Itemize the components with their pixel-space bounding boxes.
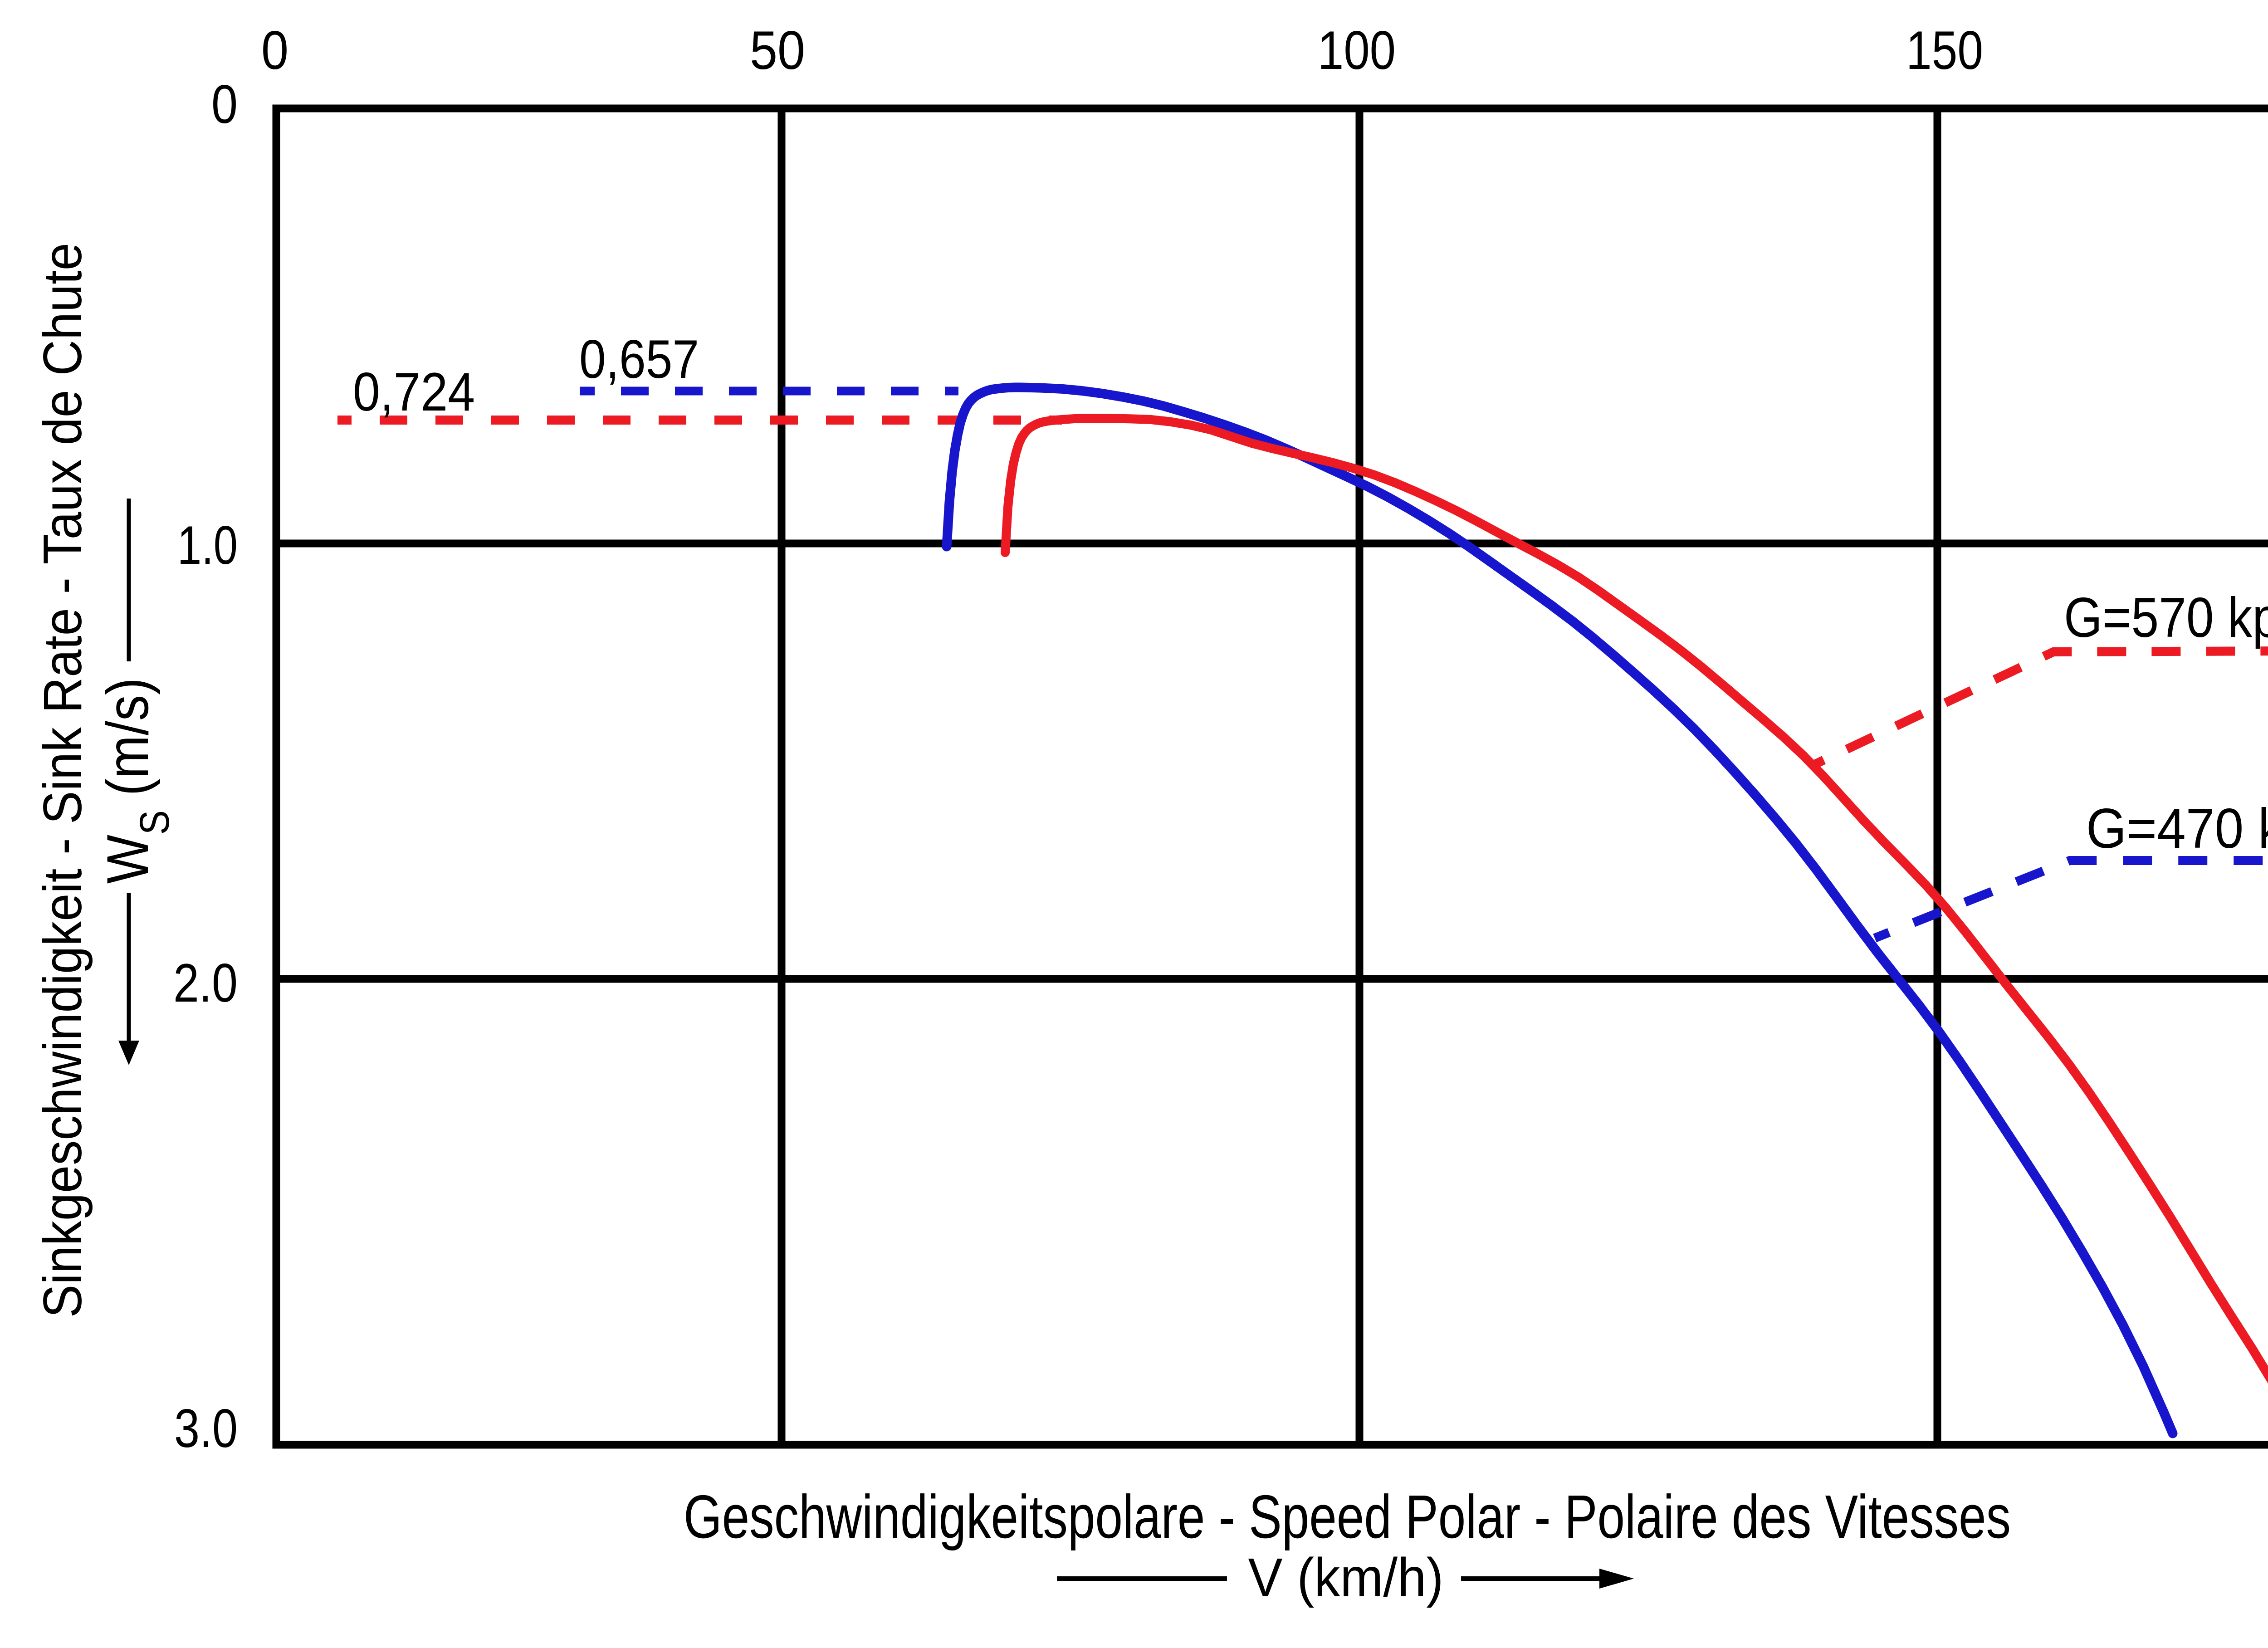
svg-text:Sinkgeschwindigkeit - Sink Rat: Sinkgeschwindigkeit - Sink Rate - Taux d… — [32, 243, 93, 1318]
svg-text:V (km/h): V (km/h) — [1248, 1546, 1444, 1608]
svg-text:0: 0 — [211, 74, 238, 135]
svg-text:100: 100 — [1318, 20, 1396, 81]
svg-text:1.0: 1.0 — [177, 515, 238, 576]
svg-text:2.0: 2.0 — [173, 953, 238, 1013]
svg-text:0,724: 0,724 — [353, 362, 475, 422]
svg-text:0: 0 — [261, 20, 288, 81]
svg-text:0,657: 0,657 — [579, 329, 699, 390]
svg-text:3.0: 3.0 — [174, 1398, 238, 1459]
svg-text:G=570 kp: G=570 kp — [2064, 587, 2268, 649]
svg-text:50: 50 — [750, 20, 805, 81]
svg-text:Geschwindigkeitspolare - Speed: Geschwindigkeitspolare - Speed Polar - P… — [684, 1482, 2011, 1551]
svg-text:150: 150 — [1906, 20, 1983, 81]
svg-text:G=470 kp: G=470 kp — [2086, 797, 2268, 860]
